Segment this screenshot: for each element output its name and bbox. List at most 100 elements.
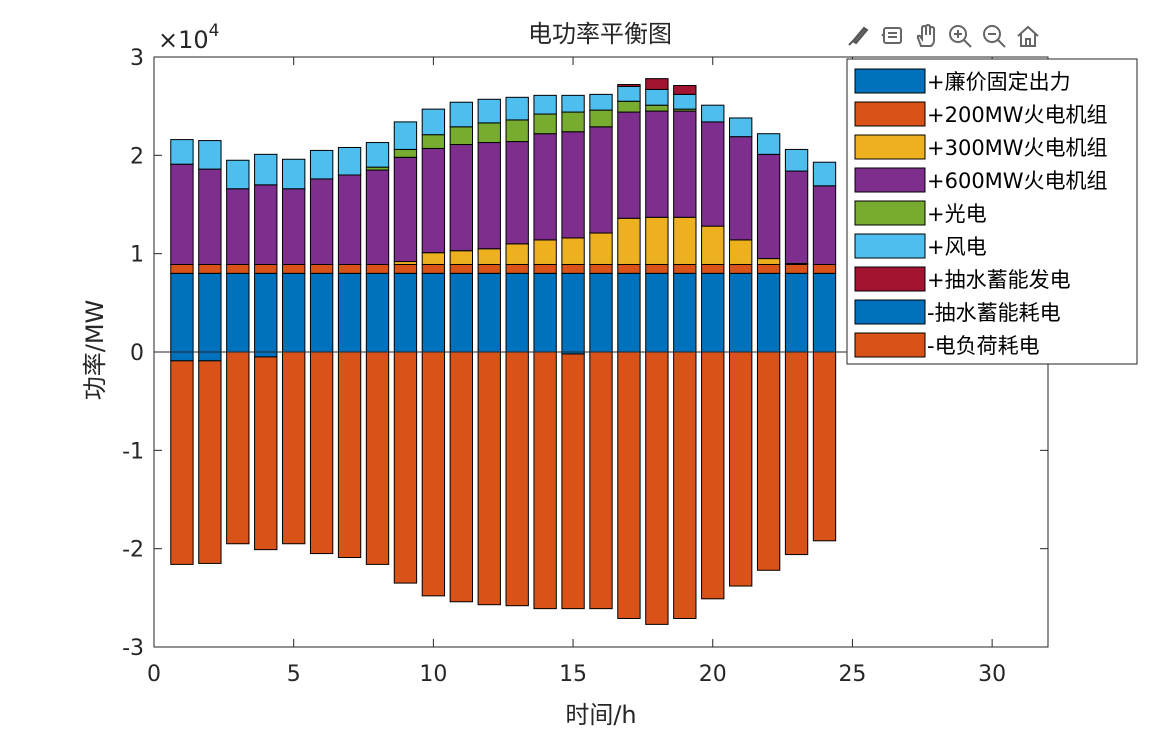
x-tick-label: 30 — [978, 662, 1006, 687]
bar-t14-s8 — [533, 351, 557, 610]
bar-t18-s4 — [645, 104, 669, 112]
bar-t2-s7 — [198, 351, 222, 362]
legend-label-0: +廉价固定出力 — [927, 70, 1071, 94]
bar-t16-s2 — [589, 232, 613, 265]
bar-t4-s7 — [254, 351, 278, 358]
bar-t20-s1 — [701, 263, 725, 274]
bar-t19-s2 — [673, 216, 697, 265]
legend-label-1: +200MW火电机组 — [927, 103, 1108, 127]
data-tips-icon[interactable] — [878, 22, 906, 50]
bar-t20-s5 — [701, 104, 725, 123]
bar-t3-s0 — [226, 272, 250, 353]
bar-t4-s1 — [254, 263, 278, 274]
bar-t1-s7 — [170, 351, 194, 362]
bar-t19-s1 — [673, 263, 697, 274]
bar-t10-s5 — [421, 108, 446, 136]
y-tick-label: -1 — [122, 439, 144, 464]
bar-t3-s1 — [226, 263, 250, 274]
bar-t14-s3 — [533, 133, 557, 241]
bar-t15-s2 — [561, 237, 585, 265]
brush-icon[interactable] — [844, 22, 872, 50]
legend-swatch-6 — [854, 266, 926, 292]
bar-t21-s0 — [729, 272, 753, 353]
bar-t13-s8 — [505, 351, 529, 607]
bar-t15-s4 — [561, 111, 585, 133]
pan-hand-icon[interactable] — [912, 22, 940, 50]
bar-t16-s0 — [589, 272, 613, 353]
bar-t18-s3 — [645, 110, 669, 218]
y-tick-label: -3 — [122, 636, 144, 661]
bar-t3-s3 — [226, 188, 250, 265]
legend-swatch-2 — [854, 134, 926, 160]
bar-t16-s1 — [589, 263, 613, 274]
bar-t14-s4 — [533, 113, 557, 135]
bar-t1-s1 — [170, 263, 194, 274]
bar-t3-s8 — [226, 351, 250, 545]
bar-t2-s1 — [198, 263, 222, 274]
bar-t20-s2 — [701, 225, 725, 265]
bar-t10-s2 — [421, 252, 446, 265]
bar-t18-s5 — [645, 88, 669, 106]
bar-t5-s1 — [282, 263, 306, 274]
bar-t12-s8 — [477, 351, 501, 606]
bar-t18-s8 — [645, 351, 669, 625]
bar-t4-s3 — [254, 184, 278, 265]
bar-t17-s6 — [617, 84, 641, 87]
legend-label-3: +600MW火电机组 — [927, 169, 1108, 193]
x-tick-label: 15 — [559, 662, 587, 687]
legend-swatch-4 — [854, 200, 926, 226]
bar-t19-s6 — [673, 85, 697, 95]
bar-t24-s5 — [812, 161, 837, 187]
bar-t9-s4 — [393, 148, 418, 158]
zoom-in-icon[interactable] — [946, 22, 974, 50]
legend-swatch-5 — [854, 233, 926, 259]
bar-t8-s1 — [365, 263, 390, 274]
bar-t17-s8 — [617, 351, 641, 619]
x-tick-label: 5 — [287, 662, 301, 687]
bar-t18-s6 — [645, 78, 669, 90]
bar-t17-s3 — [617, 111, 641, 219]
bar-t22-s8 — [756, 351, 781, 571]
bar-t23-s0 — [784, 272, 809, 353]
bar-t12-s3 — [477, 142, 501, 250]
bar-t9-s5 — [393, 121, 418, 150]
legend-label-7: -抽水蓄能耗电 — [927, 301, 1061, 325]
bar-t14-s0 — [533, 272, 557, 353]
bar-t23-s1 — [784, 263, 809, 274]
bar-t17-s2 — [617, 217, 641, 265]
bar-t19-s0 — [673, 272, 697, 353]
bar-t4-s0 — [254, 272, 278, 353]
legend: +廉价固定出力 +200MW火电机组 +300MW火电机组 +600MW火电机组 +光电… — [846, 58, 1138, 365]
bar-t12-s4 — [477, 122, 501, 144]
bar-t10-s4 — [421, 134, 446, 149]
bar-t1-s3 — [170, 163, 194, 265]
bar-t24-s3 — [812, 185, 837, 265]
bar-t16-s8 — [589, 351, 613, 610]
bar-t9-s0 — [393, 272, 418, 353]
zoom-out-icon[interactable] — [980, 22, 1008, 50]
bar-t20-s3 — [701, 121, 725, 227]
bar-t23-s5 — [784, 148, 809, 172]
bar-t15-s5 — [561, 94, 585, 113]
bar-t5-s5 — [282, 158, 306, 190]
bar-t21-s8 — [729, 351, 753, 587]
bar-t3-s5 — [226, 159, 250, 190]
bar-t17-s1 — [617, 263, 641, 274]
bar-t1-s8 — [170, 360, 194, 565]
bar-t12-s0 — [477, 272, 501, 353]
bar-t8-s5 — [365, 142, 390, 168]
bar-t11-s1 — [449, 263, 473, 274]
legend-label-4: +光电 — [927, 202, 987, 226]
x-tick-label: 20 — [699, 662, 727, 687]
bar-t2-s3 — [198, 168, 222, 265]
bar-t7-s8 — [337, 351, 362, 559]
bar-t17-s4 — [617, 100, 641, 113]
bar-t15-s1 — [561, 263, 585, 274]
legend-label-5: +风电 — [927, 235, 987, 259]
home-icon[interactable] — [1014, 22, 1042, 50]
bar-t11-s0 — [449, 272, 473, 353]
bar-t20-s8 — [701, 351, 725, 600]
y-tick-label: 3 — [130, 46, 144, 71]
